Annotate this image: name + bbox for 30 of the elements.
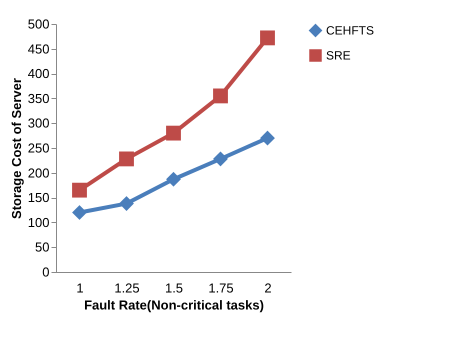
point — [213, 88, 228, 104]
y-tick-label: 150 — [28, 190, 50, 206]
point — [72, 182, 87, 198]
y-tick-label: 100 — [28, 214, 50, 230]
y-tick-label: 500 — [28, 16, 50, 32]
point — [119, 151, 134, 166]
legend-label: CEHFTS — [326, 24, 374, 38]
point — [72, 205, 87, 220]
point — [213, 151, 228, 166]
x-tick-label: 1.25 — [114, 280, 140, 296]
point — [166, 172, 181, 187]
point — [260, 130, 275, 146]
legend-label: SRE — [326, 48, 351, 62]
y-tick-label: 450 — [28, 41, 50, 56]
y-tick-label: 50 — [35, 240, 50, 255]
y-tick-label: 300 — [28, 116, 50, 131]
point — [166, 126, 181, 141]
x-tick-label: 2 — [264, 280, 272, 296]
x-tick-label: 1 — [76, 280, 84, 296]
y-tick-label: 400 — [28, 66, 50, 82]
point — [119, 196, 134, 211]
y-tick-label: 350 — [28, 90, 50, 106]
x-axis-title: Fault Rate(Non-critical tasks) — [84, 298, 264, 312]
y-tick-label: 250 — [28, 140, 50, 156]
x-tick-label: 1.5 — [164, 280, 184, 296]
point — [260, 30, 275, 46]
y-tick-label: 200 — [28, 165, 50, 180]
y-tick-label: 0 — [42, 264, 50, 280]
y-axis-title: Storage Cost of Server — [8, 78, 24, 219]
x-tick-label: 1.75 — [208, 280, 234, 296]
